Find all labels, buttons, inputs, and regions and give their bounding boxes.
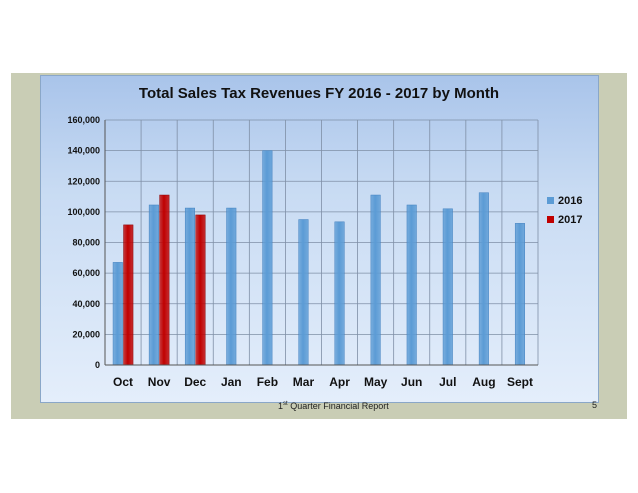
y-tick-label: 120,000 [67, 176, 100, 186]
page-number: 5 [592, 400, 598, 410]
chart-gridlines [104, 119, 539, 366]
chart-title: Total Sales Tax Revenues FY 2016 - 2017 … [139, 85, 499, 102]
y-tick-label: 140,000 [67, 146, 100, 156]
chart-axes: 0 20,000 40,000 60,000 80,000 100,000 120,000 1… [67, 115, 538, 389]
legend-label-2016: 2016 [558, 195, 582, 207]
footer-ordinal: 1 [278, 401, 284, 411]
y-tick-label: 20,000 [72, 329, 100, 339]
x-category-label: Apr [329, 375, 350, 389]
x-category-label: Dec [184, 375, 206, 389]
x-category-label: Sept [507, 375, 533, 389]
x-category-label: Aug [472, 375, 495, 389]
y-tick-label: 160,000 [67, 115, 100, 125]
legend-swatch-2017 [547, 216, 554, 223]
bar-2017-dec [195, 214, 206, 366]
footer-report-title: 1st Quarter Financial Report [278, 401, 389, 411]
bar-2016-oct [112, 262, 123, 366]
bar-2017-oct [123, 224, 134, 366]
bar-2016-feb [262, 150, 273, 366]
x-category-label: May [364, 375, 388, 389]
bar-2016-jun [406, 204, 417, 366]
legend-swatch-2016 [547, 197, 554, 204]
y-tick-label: 80,000 [72, 238, 100, 248]
chart-legend: 2016 2017 [547, 195, 582, 226]
x-category-label: Mar [293, 375, 315, 389]
y-tick-label: 100,000 [67, 207, 100, 217]
y-tick-label: 0 [95, 360, 100, 370]
bar-2017-nov [159, 194, 170, 366]
y-tick-label: 60,000 [72, 268, 100, 278]
bar-2016-dec [184, 207, 195, 366]
bar-2016-sept [514, 223, 525, 366]
chart: Total Sales Tax Revenues FY 2016 - 2017 … [67, 85, 582, 389]
chart-bars [112, 150, 525, 366]
footer-title-rest: Quarter Financial Report [287, 401, 389, 411]
x-category-label: Oct [113, 375, 133, 389]
y-tick-label: 40,000 [72, 299, 100, 309]
x-category-label: Jan [221, 375, 242, 389]
x-category-label: Jun [401, 375, 422, 389]
x-category-label: Nov [148, 375, 171, 389]
bar-2016-apr [334, 221, 345, 366]
x-category-label: Feb [257, 375, 278, 389]
footer-ordinal-suffix: st [283, 401, 288, 407]
bar-2016-mar [298, 219, 309, 366]
bar-2016-jan [226, 207, 237, 366]
chart-panel: Total Sales Tax Revenues FY 2016 - 2017 … [40, 75, 599, 403]
x-category-label: Jul [439, 375, 456, 389]
bar-2016-jul [442, 208, 453, 366]
bar-2016-nov [148, 204, 159, 366]
bar-2016-may [370, 194, 381, 366]
legend-label-2017: 2017 [558, 214, 582, 226]
bar-2016-aug [478, 192, 489, 366]
